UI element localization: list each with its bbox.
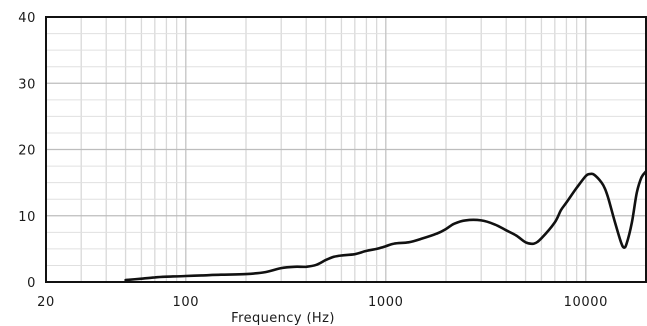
x-tick-label: 10000 (564, 295, 608, 310)
x-axis-label: Frequency (Hz) (231, 311, 335, 326)
y-tick-label: 40 (18, 11, 36, 26)
y-tick-label: 10 (18, 210, 36, 225)
x-tick-labels: 20 100 1000 10000 (37, 295, 608, 310)
y-tick-label: 20 (18, 144, 36, 159)
y-tick-labels: 0 10 20 30 40 (18, 11, 36, 291)
x-tick-label: 1000 (368, 295, 403, 310)
x-tick-label: 100 (172, 295, 199, 310)
plot-frame (45, 16, 647, 283)
series-layer (124, 170, 647, 282)
major-gridlines (46, 17, 646, 282)
x-tick-label: 20 (37, 295, 55, 310)
series-line-0 (124, 170, 647, 282)
y-tick-label: 30 (18, 77, 36, 92)
y-tick-label: 0 (27, 276, 36, 291)
